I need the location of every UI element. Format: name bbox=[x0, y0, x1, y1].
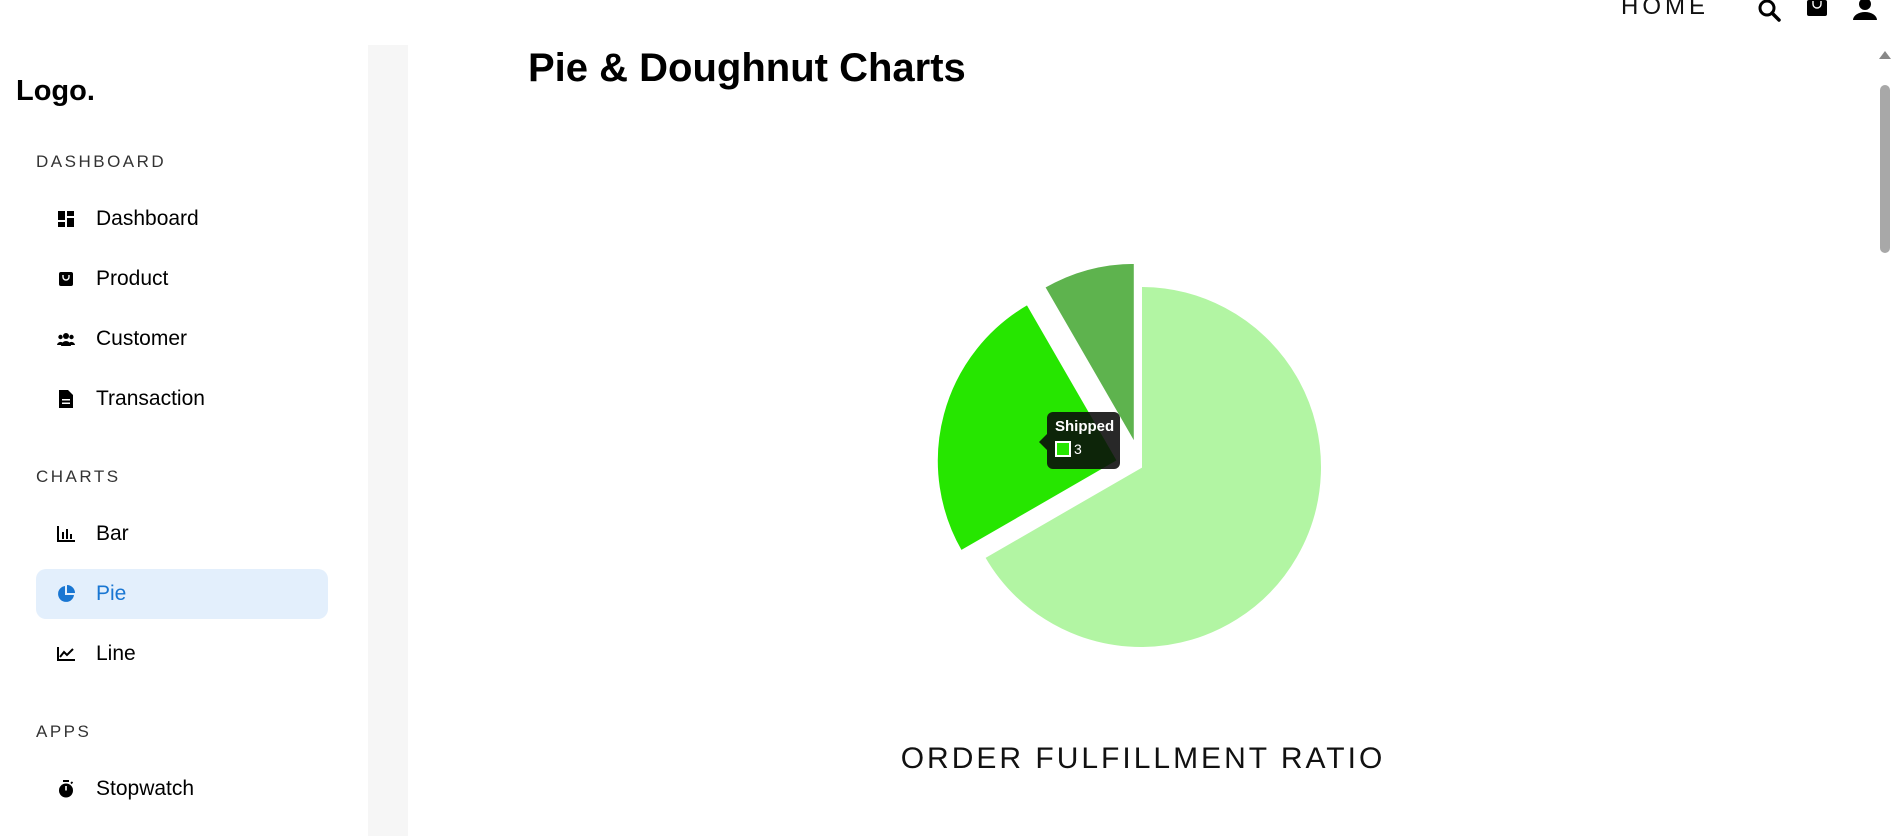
tooltip-swatch bbox=[1055, 441, 1071, 457]
tooltip-row: 3 bbox=[1055, 441, 1112, 457]
line-chart-icon bbox=[56, 644, 76, 664]
section-label-charts: CHARTS bbox=[36, 467, 121, 486]
sidebar-item-label: Transaction bbox=[96, 387, 205, 410]
people-icon bbox=[56, 329, 76, 349]
shopping-bag-icon[interactable] bbox=[1803, 0, 1831, 26]
sidebar-item-label: Stopwatch bbox=[96, 777, 195, 800]
tooltip-value: 3 bbox=[1074, 441, 1082, 457]
sidebar-item-label: Line bbox=[96, 642, 136, 665]
sidebar-item-label: Bar bbox=[96, 522, 129, 545]
tooltip-title: Shipped bbox=[1055, 418, 1115, 435]
scroll-thumb[interactable] bbox=[1880, 85, 1890, 253]
pie-chart bbox=[935, 261, 1323, 649]
pie-chart-icon bbox=[56, 584, 76, 604]
sidebar-item-customer[interactable]: Customer bbox=[36, 314, 328, 364]
stopwatch-icon bbox=[56, 779, 76, 799]
page-title: Pie & Doughnut Charts bbox=[528, 46, 966, 90]
document-icon bbox=[56, 389, 76, 409]
sidebar-item-stopwatch[interactable]: Stopwatch bbox=[36, 764, 328, 814]
bar-chart-icon bbox=[56, 524, 76, 544]
user-icon[interactable] bbox=[1851, 0, 1879, 26]
section-label-dashboard: DASHBOARD bbox=[36, 152, 167, 171]
pie-slice-2[interactable] bbox=[1042, 261, 1136, 448]
sidebar-item-label: Pie bbox=[96, 582, 127, 605]
scroll-up-arrow-icon[interactable] bbox=[1879, 51, 1891, 59]
sidebar-item-line[interactable]: Line bbox=[36, 629, 328, 679]
pie-slice-0[interactable] bbox=[982, 284, 1323, 649]
logo: Logo. bbox=[16, 75, 95, 107]
page-scrollbar[interactable] bbox=[1877, 45, 1893, 836]
sidebar-item-label: Customer bbox=[96, 327, 188, 350]
home-link[interactable]: HOME bbox=[1621, 0, 1709, 20]
pie-slice-shipped[interactable] bbox=[935, 302, 1120, 553]
sidebar-item-label: Product bbox=[96, 267, 169, 290]
section-label-apps: APPS bbox=[36, 722, 92, 741]
sidebar-item-bar[interactable]: Bar bbox=[36, 509, 328, 559]
search-icon[interactable] bbox=[1755, 0, 1783, 26]
shopping-bag-icon bbox=[56, 269, 76, 289]
chart-title: ORDER FULFILLMENT RATIO bbox=[900, 742, 1386, 775]
top-header: HOME bbox=[1621, 0, 1893, 26]
sidebar-item-transaction[interactable]: Transaction bbox=[36, 374, 328, 424]
sidebar-item-pie[interactable]: Pie bbox=[36, 569, 328, 619]
chart-tooltip: Shipped 3 bbox=[1039, 412, 1120, 469]
dashboard-icon bbox=[56, 209, 76, 229]
pie-chart-container: ORDER FULFILLMENT RATIO bbox=[408, 100, 1878, 800]
sidebar-item-product[interactable]: Product bbox=[36, 254, 328, 304]
content-gutter bbox=[368, 45, 408, 836]
sidebar-item-label: Dashboard bbox=[96, 207, 199, 230]
sidebar-item-dashboard[interactable]: Dashboard bbox=[36, 194, 328, 244]
sidebar: Logo. DASHBOARD Dashboard Product Custom… bbox=[0, 45, 368, 836]
